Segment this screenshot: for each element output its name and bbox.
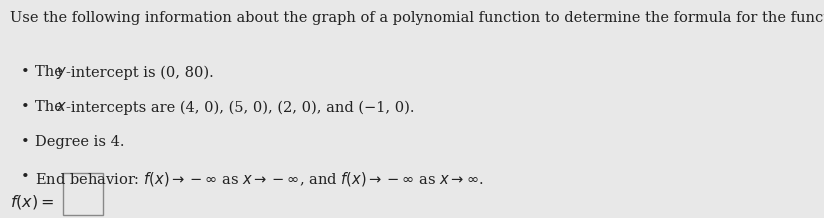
Text: $y$: $y$: [56, 65, 68, 81]
Text: •: •: [21, 170, 30, 184]
Text: •: •: [21, 100, 30, 114]
Text: -intercept is (0, 80).: -intercept is (0, 80).: [66, 65, 213, 80]
Text: •: •: [21, 135, 30, 149]
FancyBboxPatch shape: [63, 173, 103, 215]
Text: The: The: [35, 100, 67, 114]
Text: Use the following information about the graph of a polynomial function to determ: Use the following information about the …: [10, 11, 824, 25]
Text: $f(x) =$: $f(x) =$: [10, 193, 54, 211]
Text: The: The: [35, 65, 67, 79]
Text: -intercepts are (4, 0), (5, 0), (2, 0), and (−1, 0).: -intercepts are (4, 0), (5, 0), (2, 0), …: [66, 100, 414, 115]
Text: End behavior: $f(x) \rightarrow -\infty$ as $x \rightarrow -\infty$, and $f(x) \: End behavior: $f(x) \rightarrow -\infty$…: [35, 170, 483, 188]
Text: $x$: $x$: [56, 100, 68, 114]
Text: Degree is 4.: Degree is 4.: [35, 135, 124, 149]
Text: •: •: [21, 65, 30, 79]
